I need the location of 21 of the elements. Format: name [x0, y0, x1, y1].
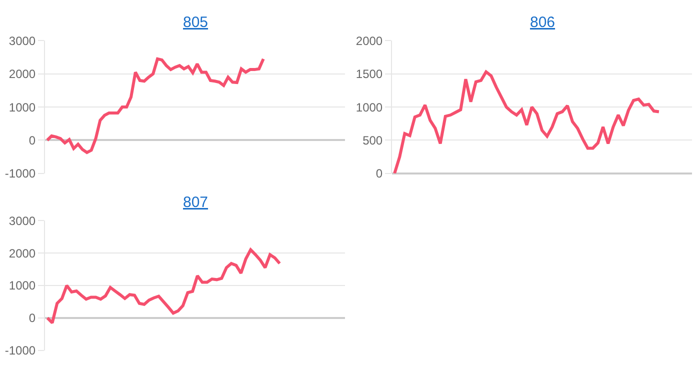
y-tick-label: 2000 — [8, 246, 36, 260]
y-tick-label: 2000 — [8, 67, 36, 82]
y-tick-label: 0 — [376, 166, 383, 181]
y-tick-label: 0 — [28, 311, 36, 326]
y-tick-label: -1000 — [4, 166, 36, 181]
y-tick-label: 1000 — [356, 100, 383, 114]
y-tick-label: 1000 — [8, 100, 36, 114]
chart-title: 806 — [530, 14, 556, 31]
y-tick-label: 1500 — [356, 67, 383, 82]
y-tick-label: 1000 — [8, 278, 36, 293]
line-series — [393, 70, 660, 174]
chart-title: 807 — [183, 194, 208, 211]
chart-title: 805 — [183, 14, 208, 31]
y-tick-label: 3000 — [8, 34, 36, 48]
line-series — [46, 248, 282, 324]
y-tick-label: 500 — [362, 133, 383, 148]
y-tick-label: -1000 — [4, 344, 36, 358]
y-tick-label: 2000 — [356, 34, 383, 48]
y-tick-label: 3000 — [8, 214, 36, 228]
y-tick-label: 0 — [28, 133, 36, 148]
line-series — [46, 57, 265, 154]
